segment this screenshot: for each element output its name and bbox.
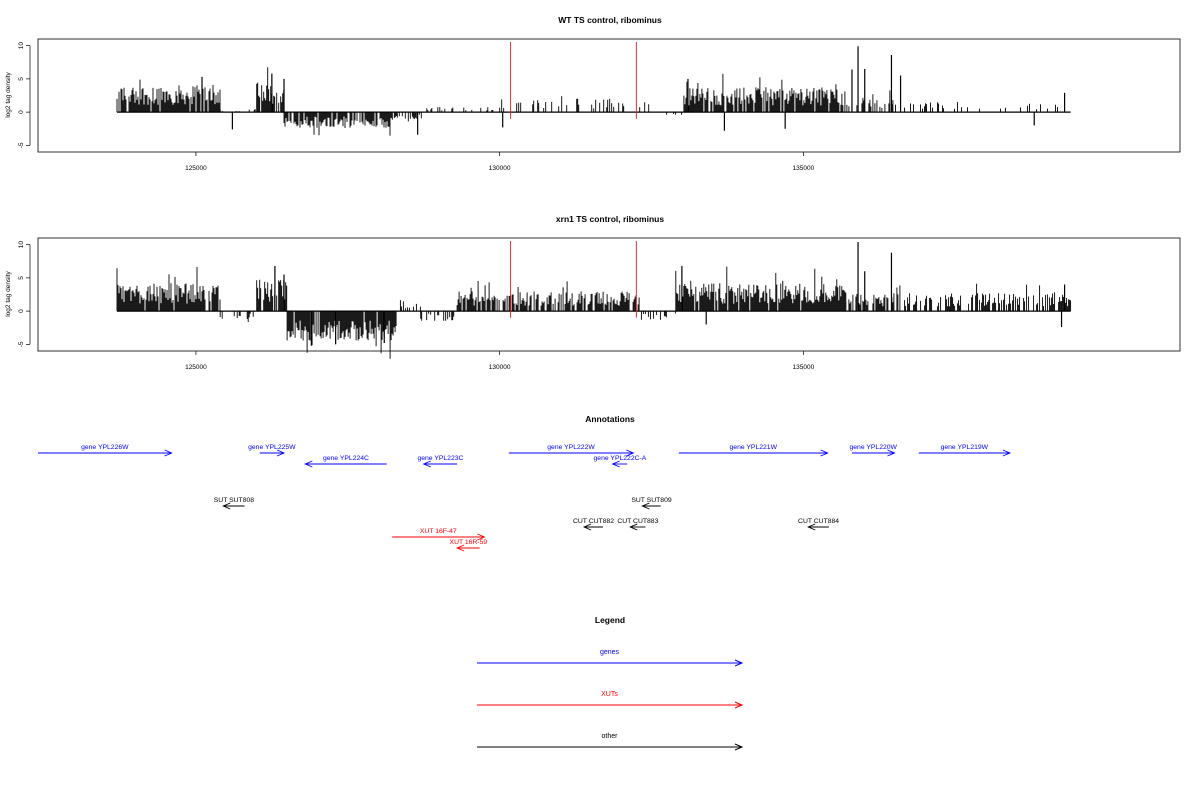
arrowhead-icon [626,449,635,457]
x-tick-label: 135000 [793,364,815,371]
annotation-label: XUT 16F-47 [420,528,457,535]
annotation-gene: gene YPL222C-A [594,455,647,468]
plot-frame [37,38,1181,153]
annotation-other: CUT CUT884 [798,518,839,531]
arrowhead-icon [629,523,638,531]
arrowhead-icon [304,460,313,468]
marker-lines [510,42,637,119]
annotation-label: gene YPL221W [730,444,778,451]
legend-title: Legend [595,615,625,625]
y-tick-label: 5 [18,276,25,280]
annotation-label: gene YPL219W [941,444,989,451]
density-bars [116,46,1071,136]
annotation-label: gene YPL226W [81,444,129,451]
annotation-gene: gene YPL221W [678,444,829,457]
y-tick-label: 10 [18,241,25,249]
annotation-label: SUT SUT809 [631,497,672,504]
y-axis-label: log2 tag density [5,270,12,316]
y-tick-label: 10 [18,42,25,50]
annotation-label: gene YPL225W [248,444,296,451]
legend-entry: XUTs [477,691,744,709]
annotation-gene: gene YPL219W [918,444,1012,457]
annotation-other: SUT SUT808 [214,497,255,510]
x-axis: 125000 130000 135000 [185,351,815,371]
annotation-label: gene YPL220W [849,444,897,451]
y-tick-label: 5 [18,77,25,81]
annotation-label: gene YPL222W [547,444,595,451]
annotation-gene: gene YPL225W [248,444,296,457]
density-bars [116,241,1072,359]
arrowhead-icon [455,544,465,552]
y-tick-label: -5 [18,142,25,148]
panel-wt-ts-control: WT TS control, ribominus log2 tag densit… [5,15,1181,172]
arrowhead-icon [641,502,650,510]
arrowhead-icon [734,701,744,709]
annotation-label: CUT CUT884 [798,518,839,525]
annotation-label: XUT 16R-59 [450,539,488,546]
annotation-label: gene YPL222C-A [594,455,647,462]
annotation-gene: gene YPL222W [508,444,635,457]
annotation-label: CUT CUT882 [573,518,614,525]
annotation-gene: gene YPL226W [38,444,173,457]
arrowhead-icon [1002,449,1012,457]
arrowhead-icon [582,523,592,531]
legend-label: XUTs [601,691,618,698]
annotation-other: SUT SUT809 [631,497,672,510]
arrowhead-icon [422,460,431,468]
panel-xrn1-ts-control: xrn1 TS control, ribominus log2 tag dens… [5,214,1181,371]
annotation-gene: gene YPL223C [417,455,464,468]
arrowhead-icon [222,502,231,510]
arrowhead-icon [734,659,744,667]
arrowhead-icon [611,460,620,468]
y-axis: -5 0 5 10 [18,42,31,148]
x-tick-label: 125000 [185,364,207,371]
marker-lines [510,241,637,318]
annotation-gene: gene YPL224C [304,455,387,468]
arrowhead-icon [734,743,744,751]
annotation-label: CUT CUT883 [617,518,658,525]
annotation-label: gene YPL223C [417,455,463,462]
y-tick-label: 0 [18,309,25,313]
annotation-xut: XUT 16R-59 [450,539,488,552]
arrowhead-icon [807,523,816,531]
y-tick-label: 0 [18,110,25,114]
arrowhead-icon [887,449,896,457]
x-tick-label: 130000 [489,364,511,371]
x-tick-label: 135000 [793,165,815,172]
density-bar-cluster [116,67,1065,136]
arrowhead-icon [820,449,829,457]
annotation-track: gene YPL226W gene YPL225W gene YPL224C gene… [38,444,1012,552]
y-axis-label: log2 tag density [5,71,12,117]
arrowhead-icon [164,449,173,457]
annotation-other: CUT CUT882 [573,518,614,531]
legend-label: genes [600,649,620,656]
annotations-title: Annotations [585,414,635,424]
legend-entry: other [477,733,744,751]
x-tick-label: 125000 [185,165,207,172]
density-bar-cluster [116,266,1072,359]
x-tick-label: 130000 [489,165,511,172]
chart-title: WT TS control, ribominus [558,15,662,25]
legend: genes XUTs other [477,649,744,751]
x-axis: 125000 130000 135000 [185,152,815,172]
plot-frame [37,237,1181,352]
chart-title: xrn1 TS control, ribominus [556,214,664,224]
y-tick-label: -5 [18,341,25,347]
legend-label: other [602,733,619,740]
arrowhead-icon [276,449,286,457]
annotation-gene: gene YPL220W [849,444,898,457]
arrowhead-icon [477,533,486,541]
annotation-label: gene YPL224C [323,455,369,462]
annotation-label: SUT SUT808 [214,497,255,504]
y-axis: -5 0 5 10 [18,241,31,347]
legend-entry: genes [477,649,744,667]
annotation-xut: XUT 16F-47 [392,528,486,541]
annotation-other: CUT CUT883 [617,518,659,531]
